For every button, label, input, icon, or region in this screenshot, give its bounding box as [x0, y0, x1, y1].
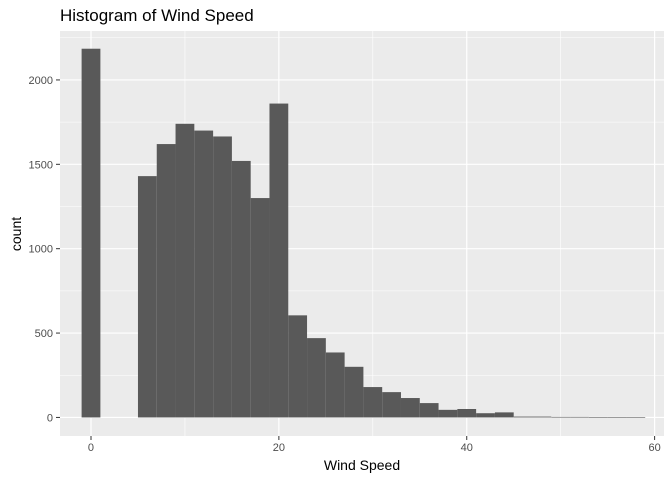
- histogram-bar: [231, 160, 251, 418]
- histogram-bar: [325, 352, 345, 418]
- histogram-bar: [494, 412, 514, 418]
- y-axis-ticks: 0 500 1000 1500 2000: [29, 75, 60, 424]
- histogram-bar: [588, 417, 608, 418]
- x-tick-label: 60: [648, 442, 660, 454]
- histogram-bar: [175, 123, 195, 418]
- histogram-bar: [307, 338, 326, 418]
- histogram-bar: [400, 398, 420, 418]
- y-tick-label: 2000: [29, 75, 53, 87]
- y-tick-label: 1000: [29, 244, 53, 256]
- histogram-bar: [457, 409, 477, 418]
- y-tick-label: 500: [35, 328, 53, 340]
- chart-title: Histogram of Wind Speed: [60, 6, 254, 25]
- y-tick-label: 0: [47, 412, 53, 424]
- histogram-bar: [607, 417, 627, 418]
- histogram-bar: [288, 315, 308, 418]
- histogram-bar: [250, 198, 270, 418]
- x-axis-ticks: 0 20 40 60: [88, 436, 661, 454]
- x-axis-label: Wind Speed: [324, 457, 400, 473]
- histogram-bar: [382, 392, 401, 418]
- histogram-bar: [363, 387, 383, 418]
- histogram-bar: [81, 48, 101, 418]
- histogram-bar: [137, 176, 157, 418]
- histogram-bar: [194, 130, 214, 418]
- histogram-bar: [419, 403, 439, 418]
- histogram-bar: [344, 366, 364, 418]
- y-tick-label: 1500: [29, 159, 53, 171]
- histogram-bar: [156, 144, 176, 418]
- histogram-bars: [81, 48, 646, 418]
- histogram-bar: [476, 413, 495, 418]
- y-axis-label: count: [8, 217, 24, 251]
- histogram-bar: [626, 417, 646, 418]
- x-tick-label: 20: [273, 442, 285, 454]
- histogram-bar: [551, 416, 571, 418]
- histogram-bar: [438, 409, 458, 418]
- histogram-bar: [213, 136, 232, 418]
- x-tick-label: 40: [461, 442, 473, 454]
- histogram-bar: [269, 103, 289, 418]
- histogram-bar: [532, 416, 552, 418]
- histogram-bar: [570, 416, 589, 418]
- histogram-bar: [513, 416, 533, 418]
- x-tick-label: 0: [88, 442, 94, 454]
